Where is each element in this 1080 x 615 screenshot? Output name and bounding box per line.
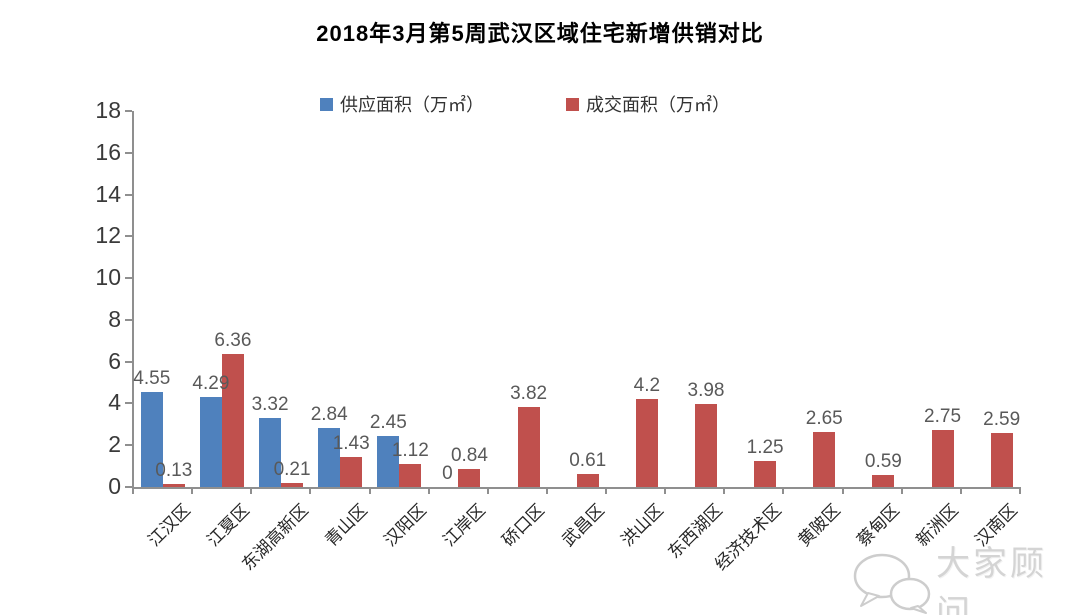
x-axis-tick bbox=[841, 487, 844, 494]
y-tick-label: 16 bbox=[95, 138, 121, 165]
value-label-deal-4: 1.12 bbox=[391, 439, 429, 461]
x-axis-tick bbox=[605, 487, 608, 494]
x-axis-tick bbox=[900, 487, 903, 494]
x-axis-line bbox=[132, 487, 1021, 489]
y-axis-tick bbox=[125, 402, 132, 405]
y-tick-label: 10 bbox=[95, 264, 121, 291]
y-axis-line bbox=[132, 111, 134, 487]
x-axis-tick bbox=[486, 487, 489, 494]
bar-supply-4 bbox=[377, 435, 400, 487]
bar-deal-13 bbox=[931, 429, 954, 487]
bar-deal-14 bbox=[990, 432, 1013, 487]
x-axis-tick bbox=[250, 487, 253, 494]
value-label-supply-4: 2.45 bbox=[369, 411, 407, 433]
y-axis-tick bbox=[125, 444, 132, 447]
bar-supply-0 bbox=[140, 391, 163, 487]
y-axis-tick bbox=[125, 360, 132, 363]
y-tick-label: 4 bbox=[108, 389, 121, 416]
bar-deal-1 bbox=[221, 354, 244, 487]
value-label-deal-1: 6.36 bbox=[214, 330, 252, 352]
x-axis-tick bbox=[545, 487, 548, 494]
value-label-deal-14: 2.59 bbox=[983, 408, 1021, 430]
legend-item-supply: 供应面积（万㎡） bbox=[320, 91, 484, 117]
y-axis-tick bbox=[125, 193, 132, 196]
y-tick-label: 12 bbox=[95, 222, 121, 249]
y-axis-tick bbox=[125, 486, 132, 488]
bar-deal-5 bbox=[458, 469, 481, 487]
value-label-deal-2: 0.21 bbox=[273, 458, 311, 480]
chart-title: 2018年3月第5周武汉区域住宅新增供销对比 bbox=[316, 21, 764, 46]
bar-supply-3 bbox=[318, 427, 341, 487]
y-axis-tick bbox=[125, 151, 132, 154]
bar-deal-12 bbox=[872, 474, 895, 487]
x-axis-tick bbox=[427, 487, 430, 494]
watermark-text: 大家顾问 bbox=[936, 545, 1047, 615]
x-axis-tick bbox=[191, 487, 194, 494]
y-tick-label: 0 bbox=[108, 473, 121, 499]
y-tick-label: 6 bbox=[108, 347, 121, 374]
value-label-deal-6: 3.82 bbox=[510, 383, 548, 405]
x-axis-tick bbox=[723, 487, 726, 494]
bar-deal-4 bbox=[399, 463, 422, 487]
value-label-deal-8: 4.2 bbox=[633, 375, 661, 397]
bar-supply-2 bbox=[259, 417, 282, 487]
legend-swatch-supply-icon bbox=[320, 97, 333, 111]
value-label-deal-12: 0.59 bbox=[864, 450, 902, 472]
x-axis-tick bbox=[132, 487, 134, 494]
value-label-supply-3: 2.84 bbox=[310, 403, 348, 425]
wechat-chat-bubbles-icon bbox=[852, 552, 932, 615]
y-axis-tick bbox=[125, 277, 132, 280]
watermark: 大家顾问 bbox=[852, 536, 1080, 615]
value-label-deal-11: 2.65 bbox=[805, 407, 843, 429]
x-axis-tick bbox=[782, 487, 785, 494]
x-axis-tick bbox=[959, 487, 962, 494]
x-axis-tick bbox=[1019, 487, 1021, 494]
y-axis-tick bbox=[125, 318, 132, 321]
y-tick-label: 14 bbox=[95, 180, 121, 207]
bar-deal-7 bbox=[576, 474, 599, 487]
y-axis-tick bbox=[125, 235, 132, 238]
bar-supply-1 bbox=[199, 397, 222, 487]
value-label-deal-7: 0.61 bbox=[569, 450, 607, 472]
y-tick-label: 8 bbox=[108, 305, 121, 332]
legend-label-deal: 成交面积（万㎡） bbox=[586, 95, 730, 115]
y-axis-tick bbox=[125, 110, 132, 112]
value-label-deal-5: 0.84 bbox=[450, 445, 488, 467]
value-label-supply-1: 4.29 bbox=[192, 373, 230, 395]
legend-item-deal: 成交面积（万㎡） bbox=[566, 91, 730, 117]
legend-label-supply: 供应面积（万㎡） bbox=[340, 95, 484, 115]
bar-deal-0 bbox=[162, 484, 185, 487]
legend-swatch-deal-icon bbox=[566, 97, 579, 111]
bar-deal-6 bbox=[517, 407, 540, 487]
value-label-deal-13: 2.75 bbox=[924, 405, 962, 427]
x-axis-tick bbox=[368, 487, 371, 494]
y-tick-label: 2 bbox=[108, 431, 121, 458]
x-axis-tick bbox=[309, 487, 312, 494]
bar-deal-9 bbox=[695, 403, 717, 487]
value-label-deal-9: 3.98 bbox=[687, 379, 725, 401]
bar-deal-11 bbox=[813, 431, 836, 487]
bar-deal-10 bbox=[754, 460, 777, 487]
value-label-deal-3: 1.43 bbox=[332, 433, 370, 455]
x-axis-tick bbox=[664, 487, 667, 494]
bar-deal-3 bbox=[340, 457, 363, 487]
value-label-deal-0: 0.13 bbox=[155, 460, 193, 482]
value-label-supply-0: 4.55 bbox=[133, 367, 171, 389]
value-label-supply-5: 0 bbox=[442, 463, 453, 484]
bar-deal-2 bbox=[281, 482, 304, 487]
value-label-deal-10: 1.25 bbox=[746, 436, 784, 458]
value-label-supply-2: 3.32 bbox=[251, 393, 289, 415]
bar-deal-8 bbox=[635, 399, 658, 487]
y-tick-label: 18 bbox=[95, 97, 121, 123]
